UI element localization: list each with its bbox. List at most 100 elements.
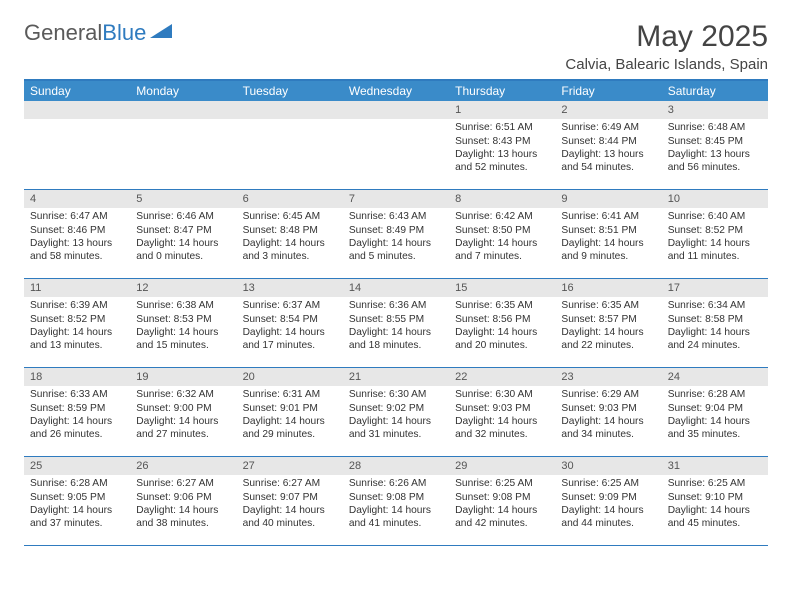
calendar-cell: 23Sunrise: 6:29 AMSunset: 9:03 PMDayligh…	[555, 368, 661, 456]
cell-body: Sunrise: 6:42 AMSunset: 8:50 PMDaylight:…	[449, 208, 555, 267]
daylight-text: Daylight: 14 hours and 20 minutes.	[455, 326, 549, 353]
cell-body: Sunrise: 6:35 AMSunset: 8:57 PMDaylight:…	[555, 297, 661, 356]
daylight-text: Daylight: 14 hours and 42 minutes.	[455, 504, 549, 531]
calendar-cell: 9Sunrise: 6:41 AMSunset: 8:51 PMDaylight…	[555, 190, 661, 278]
cell-body: Sunrise: 6:47 AMSunset: 8:46 PMDaylight:…	[24, 208, 130, 267]
sunrise-text: Sunrise: 6:30 AM	[455, 388, 549, 401]
cell-body: Sunrise: 6:29 AMSunset: 9:03 PMDaylight:…	[555, 386, 661, 445]
cell-day-number: 14	[343, 279, 449, 297]
daylight-text: Daylight: 14 hours and 13 minutes.	[30, 326, 124, 353]
day-header: Tuesday	[237, 81, 343, 101]
cell-day-number: 12	[130, 279, 236, 297]
sunrise-text: Sunrise: 6:36 AM	[349, 299, 443, 312]
sunset-text: Sunset: 8:55 PM	[349, 313, 443, 326]
cell-day-number: 9	[555, 190, 661, 208]
sunrise-text: Sunrise: 6:38 AM	[136, 299, 230, 312]
calendar-cell: 12Sunrise: 6:38 AMSunset: 8:53 PMDayligh…	[130, 279, 236, 367]
sunset-text: Sunset: 8:48 PM	[243, 224, 337, 237]
sunset-text: Sunset: 9:10 PM	[668, 491, 762, 504]
calendar-cell: 8Sunrise: 6:42 AMSunset: 8:50 PMDaylight…	[449, 190, 555, 278]
cell-body: Sunrise: 6:41 AMSunset: 8:51 PMDaylight:…	[555, 208, 661, 267]
sunset-text: Sunset: 8:51 PM	[561, 224, 655, 237]
sunset-text: Sunset: 8:59 PM	[30, 402, 124, 415]
daylight-text: Daylight: 14 hours and 24 minutes.	[668, 326, 762, 353]
calendar-cell: 1Sunrise: 6:51 AMSunset: 8:43 PMDaylight…	[449, 101, 555, 189]
sunset-text: Sunset: 9:08 PM	[455, 491, 549, 504]
calendar-cell: 30Sunrise: 6:25 AMSunset: 9:09 PMDayligh…	[555, 457, 661, 545]
cell-day-number: 26	[130, 457, 236, 475]
cell-day-number: 16	[555, 279, 661, 297]
cell-day-number: 31	[662, 457, 768, 475]
daylight-text: Daylight: 14 hours and 0 minutes.	[136, 237, 230, 264]
calendar-cell: 7Sunrise: 6:43 AMSunset: 8:49 PMDaylight…	[343, 190, 449, 278]
cell-day-number	[130, 101, 236, 119]
calendar-cell: 6Sunrise: 6:45 AMSunset: 8:48 PMDaylight…	[237, 190, 343, 278]
sunset-text: Sunset: 9:06 PM	[136, 491, 230, 504]
sunrise-text: Sunrise: 6:28 AM	[668, 388, 762, 401]
sunset-text: Sunset: 8:58 PM	[668, 313, 762, 326]
cell-day-number: 24	[662, 368, 768, 386]
daylight-text: Daylight: 13 hours and 56 minutes.	[668, 148, 762, 175]
cell-body: Sunrise: 6:32 AMSunset: 9:00 PMDaylight:…	[130, 386, 236, 445]
cell-body: Sunrise: 6:46 AMSunset: 8:47 PMDaylight:…	[130, 208, 236, 267]
calendar-cell: 15Sunrise: 6:35 AMSunset: 8:56 PMDayligh…	[449, 279, 555, 367]
sunset-text: Sunset: 8:47 PM	[136, 224, 230, 237]
cell-day-number: 28	[343, 457, 449, 475]
day-header: Sunday	[24, 81, 130, 101]
sunrise-text: Sunrise: 6:34 AM	[668, 299, 762, 312]
calendar-cell: 4Sunrise: 6:47 AMSunset: 8:46 PMDaylight…	[24, 190, 130, 278]
sunset-text: Sunset: 9:03 PM	[561, 402, 655, 415]
cell-body: Sunrise: 6:38 AMSunset: 8:53 PMDaylight:…	[130, 297, 236, 356]
cell-body: Sunrise: 6:30 AMSunset: 9:02 PMDaylight:…	[343, 386, 449, 445]
calendar-week: 25Sunrise: 6:28 AMSunset: 9:05 PMDayligh…	[24, 457, 768, 546]
calendar-cell	[237, 101, 343, 189]
sunset-text: Sunset: 9:03 PM	[455, 402, 549, 415]
cell-body: Sunrise: 6:30 AMSunset: 9:03 PMDaylight:…	[449, 386, 555, 445]
cell-day-number: 11	[24, 279, 130, 297]
daylight-text: Daylight: 13 hours and 52 minutes.	[455, 148, 549, 175]
sunrise-text: Sunrise: 6:39 AM	[30, 299, 124, 312]
sunrise-text: Sunrise: 6:48 AM	[668, 121, 762, 134]
calendar-cell: 5Sunrise: 6:46 AMSunset: 8:47 PMDaylight…	[130, 190, 236, 278]
cell-body: Sunrise: 6:43 AMSunset: 8:49 PMDaylight:…	[343, 208, 449, 267]
daylight-text: Daylight: 13 hours and 54 minutes.	[561, 148, 655, 175]
calendar-cell: 26Sunrise: 6:27 AMSunset: 9:06 PMDayligh…	[130, 457, 236, 545]
cell-day-number: 19	[130, 368, 236, 386]
daylight-text: Daylight: 14 hours and 44 minutes.	[561, 504, 655, 531]
daylight-text: Daylight: 14 hours and 27 minutes.	[136, 415, 230, 442]
daylight-text: Daylight: 14 hours and 41 minutes.	[349, 504, 443, 531]
calendar-week: 11Sunrise: 6:39 AMSunset: 8:52 PMDayligh…	[24, 279, 768, 368]
cell-body: Sunrise: 6:35 AMSunset: 8:56 PMDaylight:…	[449, 297, 555, 356]
cell-day-number: 27	[237, 457, 343, 475]
sunrise-text: Sunrise: 6:37 AM	[243, 299, 337, 312]
sunset-text: Sunset: 8:52 PM	[30, 313, 124, 326]
calendar-cell	[130, 101, 236, 189]
sunrise-text: Sunrise: 6:27 AM	[136, 477, 230, 490]
sunrise-text: Sunrise: 6:27 AM	[243, 477, 337, 490]
daylight-text: Daylight: 14 hours and 40 minutes.	[243, 504, 337, 531]
daylight-text: Daylight: 14 hours and 31 minutes.	[349, 415, 443, 442]
daylight-text: Daylight: 14 hours and 29 minutes.	[243, 415, 337, 442]
daylight-text: Daylight: 14 hours and 5 minutes.	[349, 237, 443, 264]
cell-day-number	[237, 101, 343, 119]
cell-body: Sunrise: 6:40 AMSunset: 8:52 PMDaylight:…	[662, 208, 768, 267]
brand-part1: General	[24, 20, 102, 45]
header: GeneralBlue May 2025 Calvia, Balearic Is…	[24, 20, 768, 73]
calendar-cell: 13Sunrise: 6:37 AMSunset: 8:54 PMDayligh…	[237, 279, 343, 367]
sunset-text: Sunset: 8:43 PM	[455, 135, 549, 148]
cell-day-number: 7	[343, 190, 449, 208]
sunrise-text: Sunrise: 6:35 AM	[561, 299, 655, 312]
cell-day-number: 13	[237, 279, 343, 297]
cell-body: Sunrise: 6:31 AMSunset: 9:01 PMDaylight:…	[237, 386, 343, 445]
sunset-text: Sunset: 8:53 PM	[136, 313, 230, 326]
sunset-text: Sunset: 9:09 PM	[561, 491, 655, 504]
sunset-text: Sunset: 8:56 PM	[455, 313, 549, 326]
sunrise-text: Sunrise: 6:26 AM	[349, 477, 443, 490]
daylight-text: Daylight: 14 hours and 7 minutes.	[455, 237, 549, 264]
calendar-cell: 10Sunrise: 6:40 AMSunset: 8:52 PMDayligh…	[662, 190, 768, 278]
daylight-text: Daylight: 14 hours and 9 minutes.	[561, 237, 655, 264]
cell-body: Sunrise: 6:36 AMSunset: 8:55 PMDaylight:…	[343, 297, 449, 356]
calendar-cell: 28Sunrise: 6:26 AMSunset: 9:08 PMDayligh…	[343, 457, 449, 545]
sunset-text: Sunset: 8:45 PM	[668, 135, 762, 148]
sunrise-text: Sunrise: 6:41 AM	[561, 210, 655, 223]
